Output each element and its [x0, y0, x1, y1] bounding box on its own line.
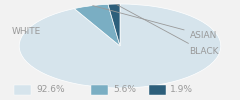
FancyBboxPatch shape [14, 85, 31, 95]
Text: ASIAN: ASIAN [93, 6, 217, 40]
FancyBboxPatch shape [149, 85, 166, 95]
Text: 1.9%: 1.9% [170, 86, 193, 94]
Text: WHITE: WHITE [12, 28, 41, 36]
Text: 5.6%: 5.6% [113, 86, 136, 94]
Text: 92.6%: 92.6% [36, 86, 65, 94]
Wedge shape [74, 4, 120, 46]
Wedge shape [108, 4, 120, 46]
Wedge shape [19, 4, 221, 88]
FancyBboxPatch shape [91, 85, 108, 95]
Text: BLACK: BLACK [116, 4, 219, 56]
